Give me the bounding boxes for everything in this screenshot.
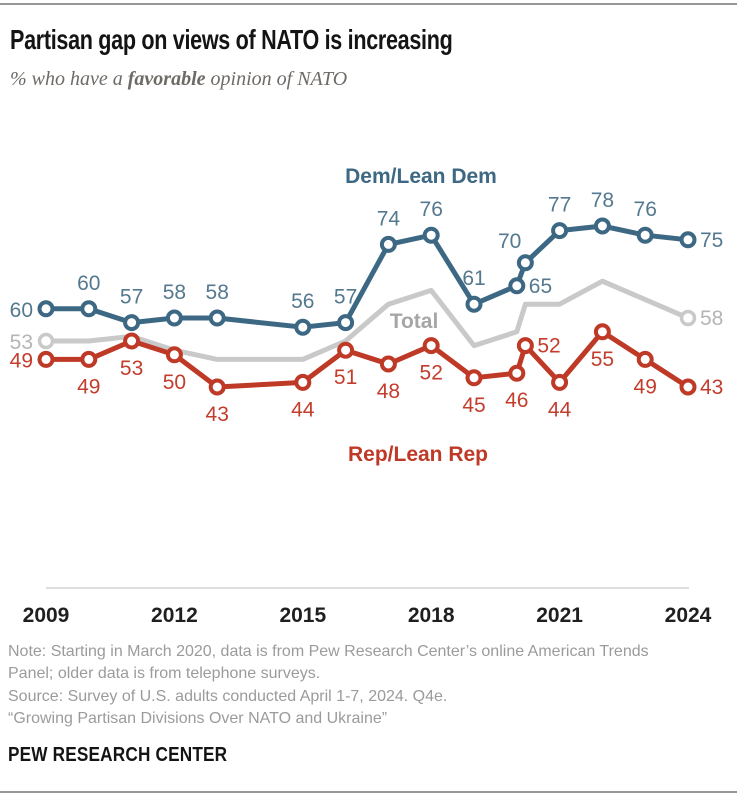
dem-data-point-marker (516, 254, 534, 272)
pew-research-center-wordmark: PEW RESEARCH CENTER (8, 744, 228, 766)
x-axis-tick-label: 2012 (151, 604, 198, 627)
dem-data-point-label: 60 (10, 299, 33, 322)
total-data-point-marker (37, 332, 55, 350)
dem-data-point-label: 78 (591, 189, 614, 212)
source-line: Source: Survey of U.S. adults conducted … (8, 687, 448, 705)
rep-data-point-label: 48 (377, 380, 400, 403)
dem-data-point-marker (422, 226, 440, 244)
x-axis-tick-label: 2021 (536, 604, 583, 627)
line-chart-canvas: 2009 2012 2015 2018 2021 20245358Total4949535… (10, 165, 724, 627)
rep-data-point-label: 52 (537, 335, 560, 358)
dem-data-point-label: 74 (377, 207, 401, 230)
note-line: Note: Starting in March 2020, data is fr… (8, 643, 649, 660)
dem-data-point-label: 75 (700, 229, 723, 252)
chart-note: Note: Starting in March 2020, data is fr… (8, 641, 732, 731)
rep-data-point-marker (123, 332, 141, 350)
dem-data-point-marker (379, 235, 397, 253)
x-axis-tick-label: 2024 (665, 604, 712, 627)
report-title-line: “Growing Partisan Divisions Over NATO an… (8, 710, 388, 728)
rep-data-point-marker (37, 350, 55, 368)
rep-data-point-label: 55 (591, 348, 614, 371)
bottom-border (0, 791, 737, 793)
x-axis-tick-label: 2015 (279, 604, 326, 627)
dem-line (43, 223, 691, 330)
dem-data-point-marker (37, 300, 55, 318)
dem-data-point-label: 58 (206, 281, 229, 304)
dem-data-point-marker (80, 300, 98, 318)
dem-data-point-marker (123, 314, 141, 332)
top-border (0, 3, 737, 5)
rep-data-point-marker (465, 369, 483, 387)
rep-data-point-label: 49 (634, 375, 657, 398)
rep-data-point-marker (294, 373, 312, 391)
dem-data-point-marker (465, 295, 483, 313)
dem-series-label: Dem/Lean Dem (345, 165, 497, 188)
dem-data-point-label: 57 (334, 286, 357, 309)
dem-data-point-label: 58 (163, 281, 186, 304)
rep-data-point-marker (551, 373, 569, 391)
rep-data-point-marker (636, 350, 654, 368)
rep-data-point-marker (422, 337, 440, 355)
chart-subtitle: % who have a favorable opinion of NATO (10, 68, 347, 91)
total-line (43, 278, 691, 362)
total-data-point-label: 53 (10, 331, 33, 354)
rep-data-point-marker (508, 364, 526, 382)
dem-data-point-label: 70 (498, 230, 521, 253)
total-data-point-label: 58 (700, 307, 723, 330)
rep-data-point-label: 49 (10, 349, 33, 372)
dem-data-point-label: 65 (529, 275, 552, 298)
dem-data-point-marker (208, 309, 226, 327)
dem-data-point-marker (679, 231, 697, 249)
dem-data-point-label: 76 (420, 198, 443, 221)
rep-series-label: Rep/Lean Rep (348, 443, 488, 466)
dem-data-point-label: 56 (291, 290, 314, 313)
page-title: Partisan gap on views of NATO is increas… (10, 24, 453, 55)
x-axis-tick-label: 2018 (408, 604, 455, 627)
rep-data-point-label: 43 (700, 376, 723, 399)
dem-data-point-label: 77 (548, 194, 571, 217)
dem-data-point-marker (508, 277, 526, 295)
dem-data-point-marker (593, 217, 611, 235)
rep-data-point-marker (593, 323, 611, 341)
rep-data-point-marker (516, 337, 534, 355)
dem-data-point-marker (294, 318, 312, 336)
rep-data-point-label: 43 (206, 403, 229, 426)
rep-data-point-label: 46 (505, 389, 528, 412)
rep-data-point-label: 53 (120, 357, 143, 380)
x-axis-tick-label: 2009 (23, 604, 70, 627)
dem-data-point-marker (636, 226, 654, 244)
dem-data-point-label: 57 (120, 286, 143, 309)
rep-data-point-label: 44 (548, 398, 572, 421)
rep-line (43, 329, 691, 390)
dem-data-point-label: 60 (77, 272, 100, 295)
dem-data-point-label: 61 (462, 267, 485, 290)
dem-data-point-marker (551, 222, 569, 240)
rep-data-point-label: 52 (420, 362, 443, 385)
total-series-label: Total (390, 310, 439, 333)
subtitle-emphasis: favorable (127, 68, 206, 90)
rep-data-point-marker (165, 346, 183, 364)
rep-data-point-label: 44 (291, 398, 315, 421)
subtitle-suffix: opinion of NATO (205, 68, 348, 90)
nato-favorability-chart: 2009 2012 2015 2018 2021 2024 53 58 Total 49 49 53 5… (0, 120, 737, 630)
rep-data-point-marker (208, 378, 226, 396)
note-line: Panel; older data is from telephone surv… (8, 665, 321, 683)
rep-data-point-marker (80, 350, 98, 368)
rep-data-point-marker (379, 355, 397, 373)
rep-data-point-marker (679, 378, 697, 396)
subtitle-prefix: % who have a (10, 68, 128, 90)
rep-data-point-label: 45 (462, 394, 485, 417)
dem-data-point-label: 76 (634, 198, 657, 221)
total-data-point-marker (679, 309, 697, 327)
rep-data-point-label: 49 (77, 375, 100, 398)
rep-data-point-label: 50 (163, 371, 186, 394)
dem-data-point-marker (165, 309, 183, 327)
rep-data-point-label: 51 (334, 366, 357, 389)
rep-data-point-marker (337, 341, 355, 359)
dem-data-point-marker (337, 314, 355, 332)
